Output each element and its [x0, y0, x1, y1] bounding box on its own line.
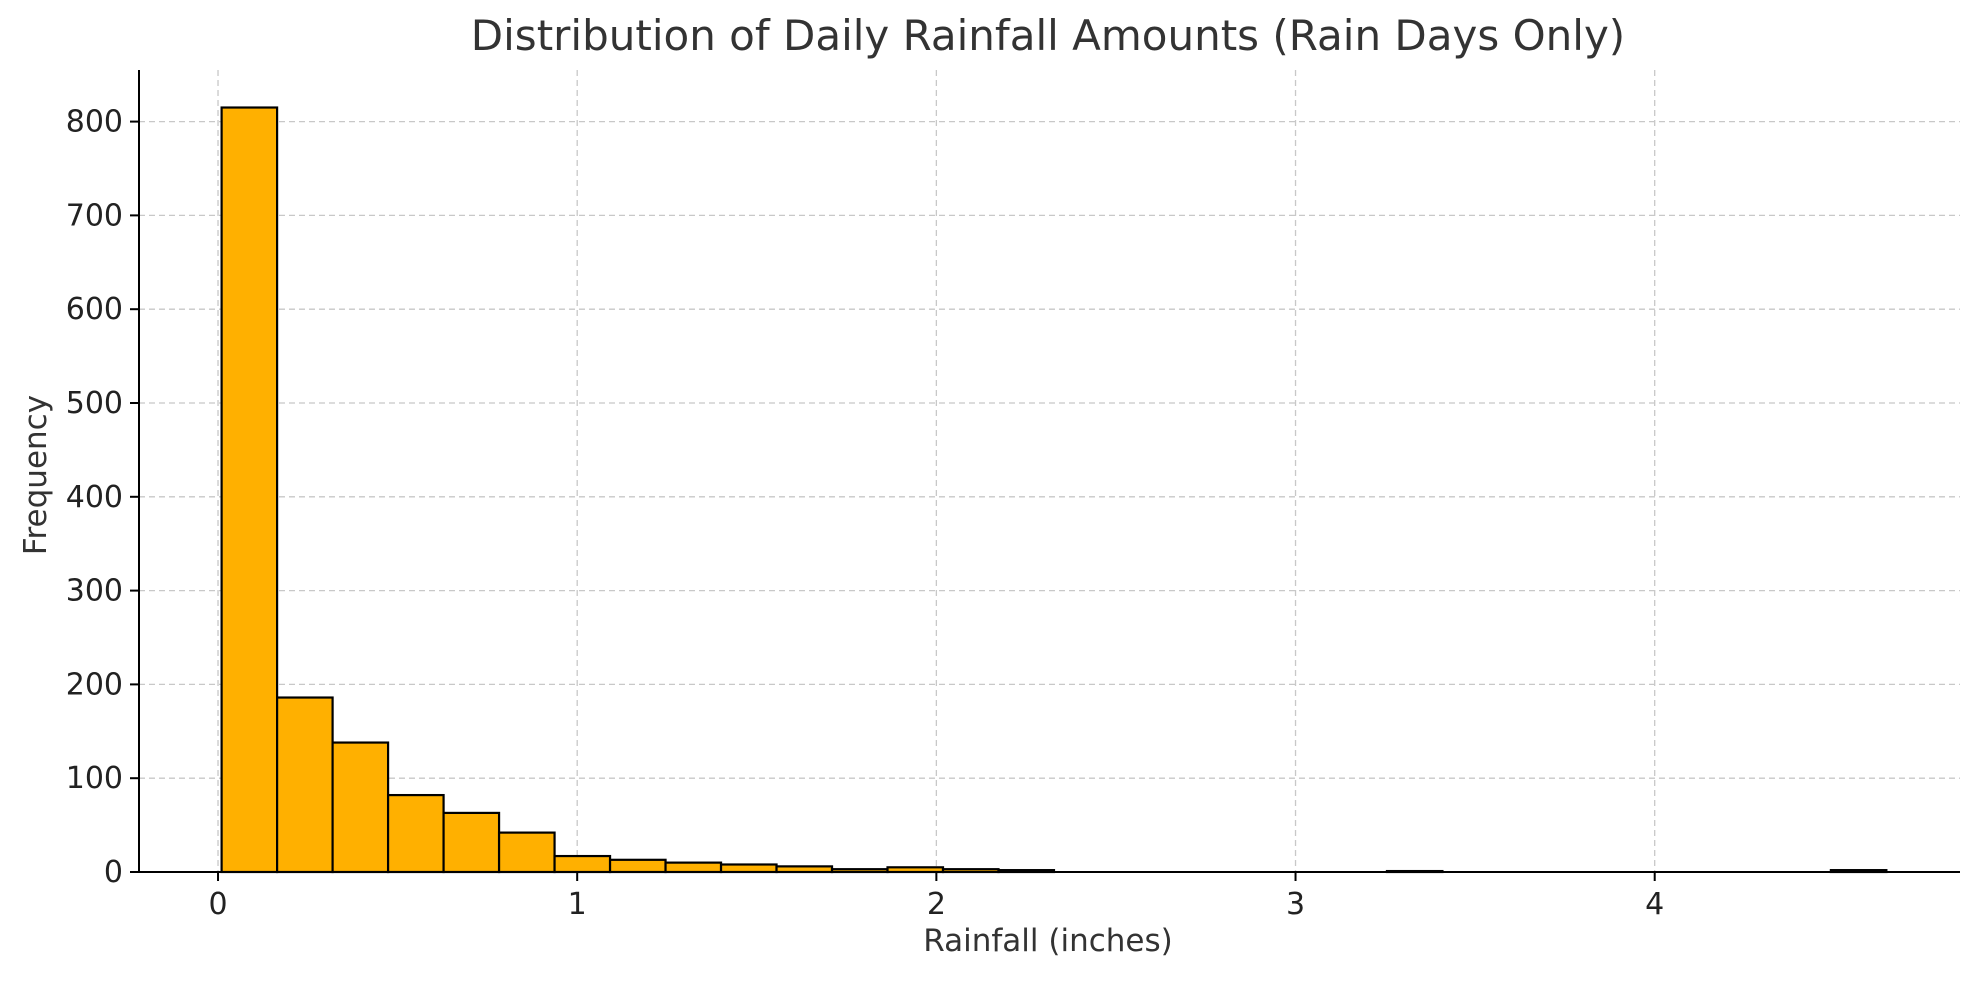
y-tick-label: 700: [66, 198, 123, 233]
grid-layer: [139, 70, 1960, 873]
y-tick-label: 0: [104, 855, 123, 890]
histogram-bar: [276, 696, 334, 874]
x-tick-label: 2: [927, 887, 946, 922]
axes-layer: [138, 70, 1960, 873]
chart-title: Distribution of Daily Rainfall Amounts (…: [471, 11, 1625, 60]
bars-layer: [220, 106, 1888, 874]
x-axis-label: Rainfall (inches): [923, 923, 1172, 959]
histogram-bar: [553, 854, 612, 874]
histogram-bar: [442, 811, 501, 874]
histogram-bar: [331, 741, 390, 874]
histogram-bar: [664, 861, 723, 874]
ticks-layer: 0 1 2 3 4 0 100 200 300 400 500 600 700 800: [66, 105, 1665, 922]
x-tick-label: 0: [208, 887, 227, 922]
histogram-bar: [497, 831, 556, 874]
y-tick-label: 300: [66, 574, 123, 609]
x-tick-label: 1: [568, 887, 587, 922]
y-tick-label: 800: [66, 105, 123, 140]
y-tick-label: 100: [66, 761, 123, 796]
y-tick-label: 200: [66, 667, 123, 702]
y-axis-label: Frequency: [18, 395, 54, 555]
y-tick-label: 600: [66, 292, 123, 327]
histogram-bar: [220, 106, 279, 874]
x-tick-label: 4: [1645, 887, 1664, 922]
histogram-bar: [386, 793, 445, 874]
histogram-bar: [608, 858, 667, 874]
histogram-bar: [719, 863, 778, 874]
y-tick-label: 500: [66, 386, 123, 421]
y-tick-label: 400: [66, 480, 123, 515]
x-tick-label: 3: [1286, 887, 1305, 922]
